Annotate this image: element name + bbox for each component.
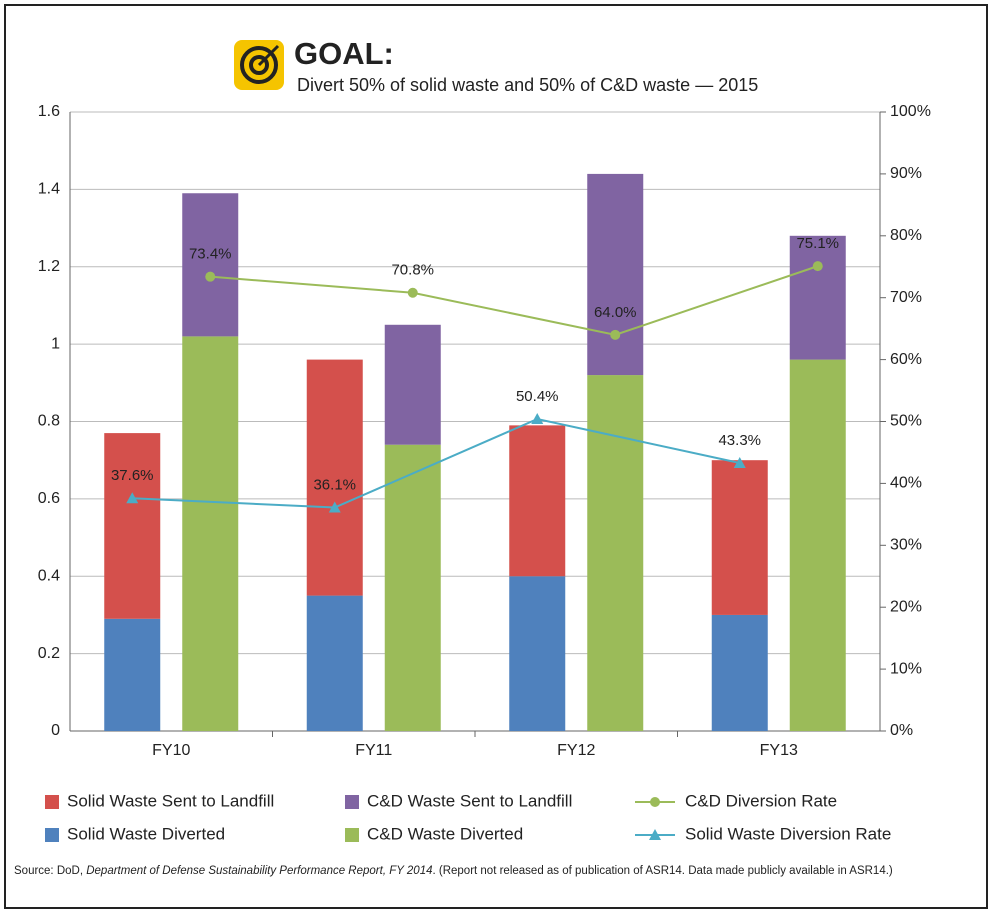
legend-marker — [650, 797, 660, 807]
legend-swatch — [45, 795, 59, 809]
legend-label: C&D Waste Diverted — [367, 824, 523, 843]
data-label: 70.8% — [391, 262, 434, 279]
chart-subtitle: Divert 50% of solid waste and 50% of C&D… — [297, 75, 758, 95]
legend-swatch — [345, 795, 359, 809]
goal-icon-arrow — [257, 44, 280, 67]
y2-tick-label: 80% — [890, 227, 922, 244]
source-text: Department of Defense Sustainability Per… — [86, 865, 433, 877]
marker — [610, 329, 621, 340]
bar — [306, 359, 363, 596]
y2-tick-label: 90% — [890, 165, 922, 182]
y2-tick-label: 40% — [890, 475, 922, 492]
legend-label: Solid Waste Sent to Landfill — [67, 791, 274, 810]
bar — [104, 433, 161, 619]
bar — [182, 193, 239, 337]
y2-tick-label: 30% — [890, 537, 922, 554]
bar — [509, 425, 566, 577]
x-tick-label: FY13 — [760, 742, 798, 759]
bar — [104, 618, 161, 731]
y2-tick-label: 10% — [890, 660, 922, 677]
y-tick-label: 1 — [51, 335, 60, 352]
legend-swatch — [45, 828, 59, 842]
y2-tick-label: 50% — [890, 413, 922, 430]
bar — [789, 235, 846, 360]
marker — [733, 456, 746, 468]
data-label: 75.1% — [796, 235, 839, 252]
bar — [587, 375, 644, 731]
bar — [384, 444, 441, 731]
marker — [531, 413, 544, 425]
source-text: Source: DoD, — [14, 865, 87, 877]
bar — [509, 576, 566, 731]
legend-swatch — [345, 828, 359, 842]
legend-marker — [649, 829, 661, 840]
goal-icon-ring — [249, 55, 269, 75]
line — [132, 417, 740, 509]
y-tick-label: 0.2 — [38, 645, 60, 662]
marker — [328, 501, 341, 513]
data-label: 64.0% — [594, 304, 637, 321]
legend-label: C&D Waste Sent to Landfill — [367, 791, 572, 810]
marker — [812, 261, 823, 272]
y-tick-label: 1.4 — [38, 181, 60, 198]
legend-label: Solid Waste Diverted — [67, 824, 225, 843]
frame — [4, 4, 988, 909]
data-label: 50.4% — [516, 388, 559, 405]
legend-label: C&D Diversion Rate — [685, 791, 837, 810]
x-tick-label: FY12 — [557, 742, 595, 759]
bar — [711, 460, 768, 615]
marker — [205, 271, 216, 282]
data-label: 36.1% — [313, 477, 356, 494]
y2-tick-label: 70% — [890, 289, 922, 306]
bar — [182, 336, 239, 731]
y2-tick-label: 0% — [890, 722, 913, 739]
line — [210, 265, 819, 336]
data-label: 37.6% — [111, 467, 154, 484]
y-tick-label: 1.2 — [38, 258, 60, 275]
x-tick-label: FY10 — [152, 742, 190, 759]
legend-label: Solid Waste Diversion Rate — [685, 824, 891, 843]
y-tick-label: 0.4 — [38, 567, 60, 584]
y-tick-label: 1.6 — [38, 103, 60, 120]
y2-tick-label: 60% — [890, 351, 922, 368]
data-label: 43.3% — [718, 432, 761, 449]
bar — [384, 324, 441, 445]
source-note: Source: DoD, Department of Defense Susta… — [14, 862, 984, 880]
bar — [587, 173, 644, 376]
bar — [306, 595, 363, 731]
y2-tick-label: 20% — [890, 598, 922, 615]
x-tick-label: FY11 — [355, 742, 392, 759]
y2-tick-label: 100% — [890, 103, 931, 120]
chart-title: GOAL: — [294, 36, 394, 71]
bar — [789, 359, 846, 731]
marker — [407, 287, 418, 298]
marker — [126, 492, 139, 504]
goal-icon-ring — [240, 46, 278, 84]
y-tick-label: 0.6 — [38, 490, 60, 507]
bar — [711, 614, 768, 731]
data-label: 73.4% — [189, 246, 232, 263]
source-text: . (Report not released as of publication… — [432, 865, 893, 877]
y-tick-label: 0 — [51, 722, 60, 739]
y-tick-label: 0.8 — [38, 413, 60, 430]
